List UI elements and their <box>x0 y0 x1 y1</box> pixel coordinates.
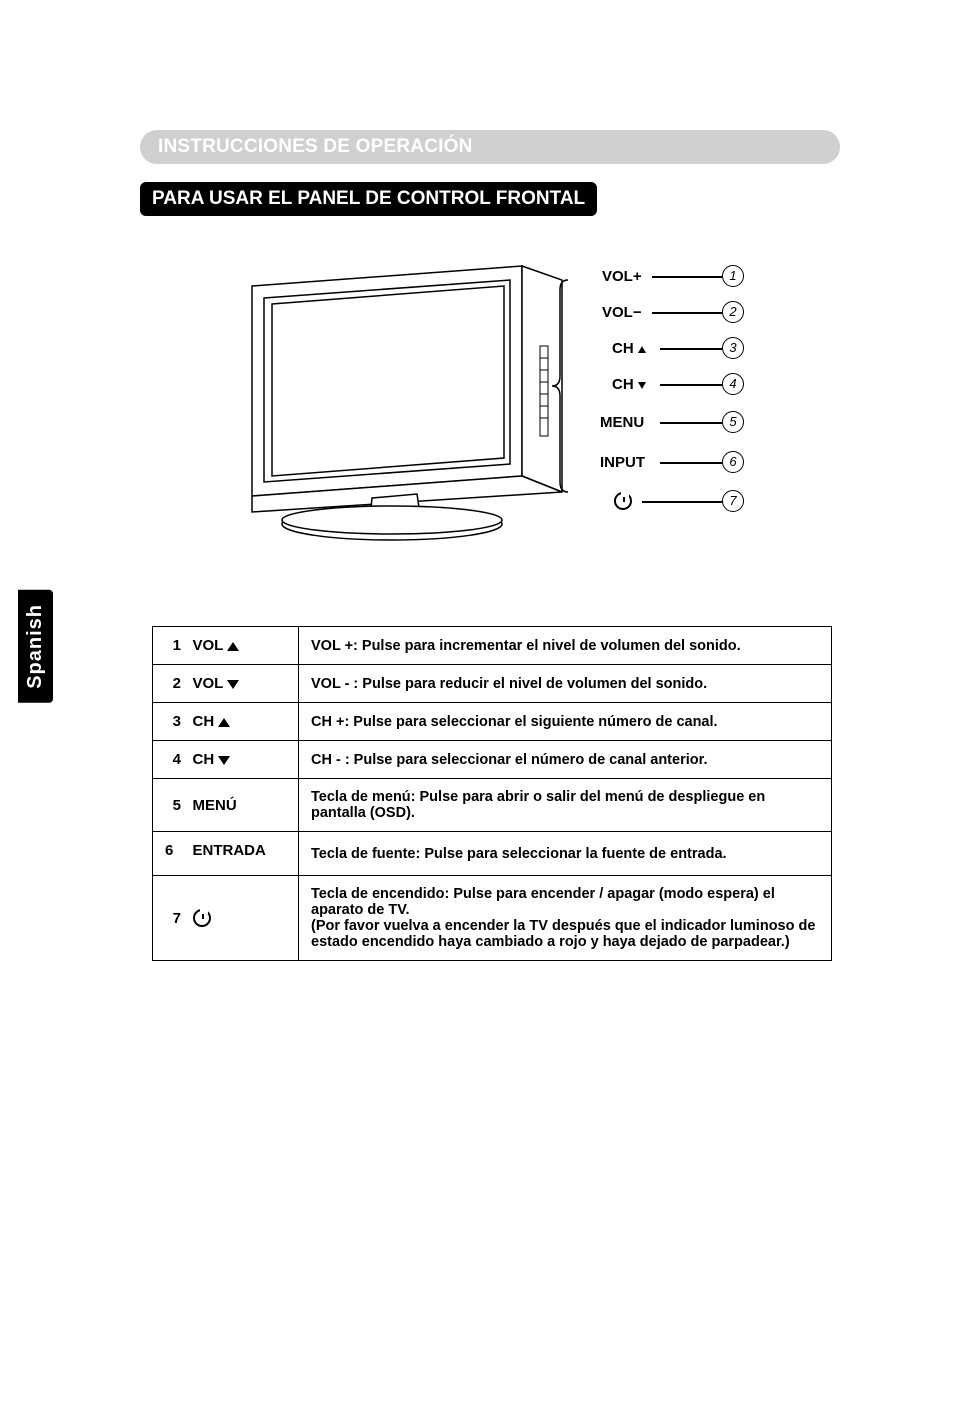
table-row: 2VOL VOL - : Pulse para reducir el nivel… <box>153 665 832 703</box>
row-label-text: CH <box>193 751 215 768</box>
row-number: 1 <box>153 627 189 665</box>
row-description: CH - : Pulse para seleccionar el número … <box>299 741 832 779</box>
diagram-circle-2: 2 <box>722 301 744 323</box>
row-number: 3 <box>153 703 189 741</box>
triangle-down-icon <box>227 680 239 689</box>
row-label: CH <box>189 741 299 779</box>
triangle-up-icon <box>227 642 239 651</box>
language-tab: Spanish <box>18 590 53 703</box>
language-tab-text: Spanish <box>24 604 46 689</box>
row-label: ENTRADA <box>189 832 299 876</box>
row-label <box>189 876 299 961</box>
row-description: VOL +: Pulse para incrementar el nivel d… <box>299 627 832 665</box>
row-label: VOL <box>189 665 299 703</box>
row-description: Tecla de encendido: Pulse para encender … <box>299 876 832 961</box>
row-description: Tecla de menú: Pulse para abrir o salir … <box>299 779 832 832</box>
row-description: CH +: Pulse para seleccionar el siguient… <box>299 703 832 741</box>
row-label: CH <box>189 703 299 741</box>
row-number: 6 <box>153 832 189 876</box>
table-row: 1VOL VOL +: Pulse para incrementar el ni… <box>153 627 832 665</box>
triangle-up-icon <box>218 718 230 727</box>
row-label-text: MENÚ <box>193 797 237 814</box>
diagram-label-volminus: VOL− <box>602 304 642 321</box>
table-row: 4CH CH - : Pulse para seleccionar el núm… <box>153 741 832 779</box>
row-number: 5 <box>153 779 189 832</box>
table-row: 5MENÚ Tecla de menú: Pulse para abrir o s… <box>153 779 832 832</box>
row-label-text: VOL <box>193 675 224 692</box>
row-label: VOL <box>189 627 299 665</box>
diagram-label-chdown: CH <box>612 376 646 393</box>
row-label-text: VOL <box>193 637 224 654</box>
tv-diagram: VOL+ VOL− CH CH MENU INPUT 1 2 3 4 5 6 7 <box>222 246 762 556</box>
table-row: 6ENTRADA Tecla de fuente: Pulse para sele… <box>153 832 832 876</box>
sub-header-text: PARA USAR EL PANEL DE CONTROL FRONTAL <box>152 188 585 209</box>
row-label-text: ENTRADA <box>193 842 266 859</box>
power-icon <box>614 492 632 510</box>
diagram-label-menu: MENU <box>600 414 644 431</box>
diagram-circle-6: 6 <box>722 451 744 473</box>
diagram-circle-7: 7 <box>722 490 744 512</box>
row-description: VOL - : Pulse para reducir el nivel de v… <box>299 665 832 703</box>
tv-illustration <box>222 246 762 556</box>
section-header: INSTRUCCIONES DE OPERACIÓN <box>140 130 840 164</box>
row-label: MENÚ <box>189 779 299 832</box>
table-row: 3CH CH +: Pulse para seleccionar el sigu… <box>153 703 832 741</box>
row-number: 7 <box>153 876 189 961</box>
table-row: 7 Tecla de encendido: Pulse para encender… <box>153 876 832 961</box>
sub-header: PARA USAR EL PANEL DE CONTROL FRONTAL <box>140 182 597 216</box>
diagram-label-power <box>614 492 632 510</box>
row-label-text: CH <box>193 713 215 730</box>
section-header-text: INSTRUCCIONES DE OPERACIÓN <box>158 136 473 157</box>
row-description: Tecla de fuente: Pulse para seleccionar … <box>299 832 832 876</box>
diagram-circle-5: 5 <box>722 411 744 433</box>
controls-table: 1VOL VOL +: Pulse para incrementar el ni… <box>152 626 832 961</box>
diagram-label-volplus: VOL+ <box>602 268 642 285</box>
diagram-circle-1: 1 <box>722 265 744 287</box>
diagram-label-input: INPUT <box>600 454 645 471</box>
row-number: 2 <box>153 665 189 703</box>
diagram-circle-4: 4 <box>722 373 744 395</box>
diagram-circle-3: 3 <box>722 337 744 359</box>
diagram-label-chup: CH <box>612 340 646 357</box>
row-number: 4 <box>153 741 189 779</box>
triangle-down-icon <box>218 756 230 765</box>
power-icon <box>193 909 211 927</box>
